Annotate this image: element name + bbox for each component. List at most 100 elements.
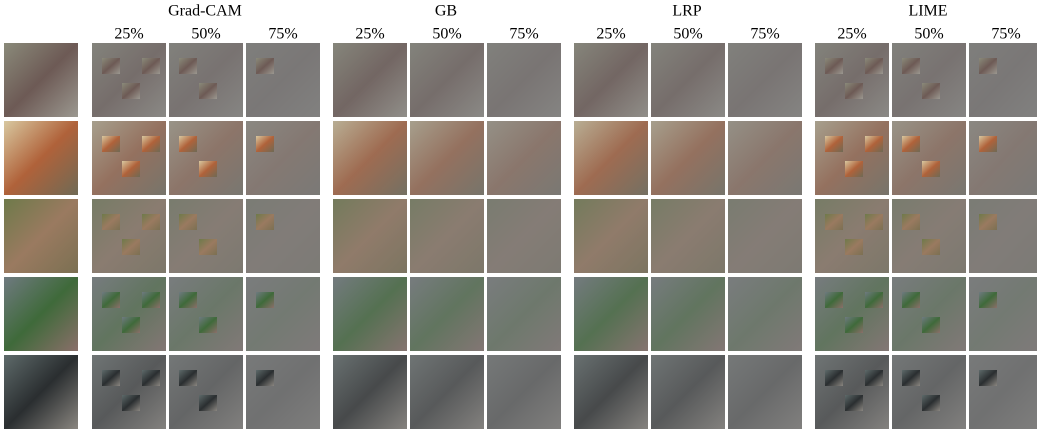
visible-patch — [922, 317, 940, 333]
occlusion — [969, 43, 1037, 117]
visible-patch — [979, 292, 997, 308]
visible-patch — [102, 136, 120, 152]
visible-patch — [845, 317, 863, 333]
visible-patch — [179, 292, 197, 308]
occlusion — [333, 277, 407, 351]
occlusion — [169, 43, 243, 117]
occlusion — [574, 121, 648, 195]
visible-patch — [979, 370, 997, 386]
occlusion — [410, 121, 484, 195]
visible-patch — [199, 317, 217, 333]
occlusion — [487, 277, 561, 351]
original-image — [4, 277, 78, 351]
visible-patch — [102, 370, 120, 386]
visible-patch — [922, 239, 940, 255]
occlusion — [487, 199, 561, 273]
occlusion — [892, 121, 966, 195]
occlusion — [410, 43, 484, 117]
visible-patch — [199, 161, 217, 177]
occlusion — [92, 277, 166, 351]
level-label: 75% — [509, 26, 538, 43]
occlusion — [969, 121, 1037, 195]
visible-patch — [865, 292, 883, 308]
level-label: 50% — [191, 26, 220, 43]
original-image — [4, 121, 78, 195]
visible-patch — [902, 370, 920, 386]
occlusion — [651, 199, 725, 273]
visible-patch — [256, 214, 274, 230]
occlusion — [969, 277, 1037, 351]
visible-patch — [256, 370, 274, 386]
visible-patch — [142, 58, 160, 74]
visible-patch — [825, 292, 843, 308]
level-label: 50% — [673, 26, 702, 43]
visible-patch — [865, 58, 883, 74]
level-label: 50% — [914, 26, 943, 43]
occlusion — [892, 355, 966, 429]
visible-patch — [922, 395, 940, 411]
occlusion — [487, 121, 561, 195]
visible-patch — [102, 58, 120, 74]
visible-patch — [902, 136, 920, 152]
visible-patch — [979, 58, 997, 74]
occlusion — [969, 199, 1037, 273]
occlusion — [651, 43, 725, 117]
occlusion — [92, 355, 166, 429]
method-title: Grad-CAM — [168, 3, 242, 20]
visible-patch — [902, 214, 920, 230]
visible-patch — [199, 239, 217, 255]
visible-patch — [142, 370, 160, 386]
method-title: LRP — [672, 3, 701, 20]
visible-patch — [122, 395, 140, 411]
occlusion — [574, 277, 648, 351]
original-image — [4, 355, 78, 429]
visible-patch — [142, 136, 160, 152]
occlusion — [410, 277, 484, 351]
occlusion — [651, 121, 725, 195]
visible-patch — [922, 83, 940, 99]
occlusion — [892, 277, 966, 351]
method-title: LIME — [908, 3, 947, 20]
occlusion — [487, 43, 561, 117]
visible-patch — [979, 214, 997, 230]
visible-patch — [122, 83, 140, 99]
occlusion — [92, 121, 166, 195]
occlusion — [815, 43, 889, 117]
visible-patch — [122, 161, 140, 177]
occlusion — [815, 121, 889, 195]
visible-patch — [122, 317, 140, 333]
visible-patch — [179, 136, 197, 152]
occlusion — [728, 277, 802, 351]
original-image — [4, 43, 78, 117]
visible-patch — [865, 136, 883, 152]
occlusion — [815, 199, 889, 273]
visible-patch — [102, 292, 120, 308]
occlusion — [410, 199, 484, 273]
occlusion — [169, 355, 243, 429]
occlusion — [333, 355, 407, 429]
visible-patch — [845, 239, 863, 255]
level-label: 25% — [355, 26, 384, 43]
occlusion — [333, 121, 407, 195]
occlusion — [815, 355, 889, 429]
occlusion — [728, 121, 802, 195]
visible-patch — [256, 58, 274, 74]
figure: Grad-CAM25%50%75%GB25%50%75%LRP25%50%75%… — [0, 0, 1037, 429]
level-label: 50% — [432, 26, 461, 43]
occlusion — [728, 199, 802, 273]
visible-patch — [865, 370, 883, 386]
occlusion — [92, 199, 166, 273]
visible-patch — [825, 136, 843, 152]
visible-patch — [845, 395, 863, 411]
occlusion — [169, 277, 243, 351]
visible-patch — [979, 136, 997, 152]
occlusion — [574, 355, 648, 429]
occlusion — [651, 277, 725, 351]
occlusion — [651, 355, 725, 429]
visible-patch — [256, 292, 274, 308]
occlusion — [969, 355, 1037, 429]
method-title: GB — [435, 3, 457, 20]
occlusion — [333, 43, 407, 117]
occlusion — [892, 43, 966, 117]
visible-patch — [142, 292, 160, 308]
